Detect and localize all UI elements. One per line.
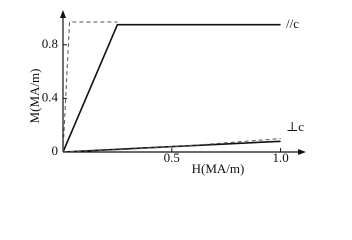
series-line (62, 23, 281, 153)
y-tick-label: 0 (52, 143, 59, 158)
series-line (62, 138, 281, 153)
x-arrow (298, 149, 306, 155)
x-axis-label: H(MA/m) (192, 161, 245, 176)
y-tick-label: 0.4 (42, 89, 59, 104)
series-line (62, 21, 118, 153)
y-tick-label: 0.8 (42, 36, 58, 51)
y-axis-label: M(MA/m) (27, 69, 42, 124)
x-tick-label: 1.0 (272, 150, 288, 165)
x-tick-label: 0.5 (164, 150, 180, 165)
annotation: //c (286, 16, 299, 31)
chart: H(MA/m) M(MA/m) 0.5 1.0 0 0.4 0.8 //c ⊥c (27, 10, 306, 176)
annotation: ⊥c (286, 119, 304, 134)
y-arrow (60, 10, 66, 18)
page: {"chart_data": {"type": "line", "x_label… (26, 10, 306, 176)
